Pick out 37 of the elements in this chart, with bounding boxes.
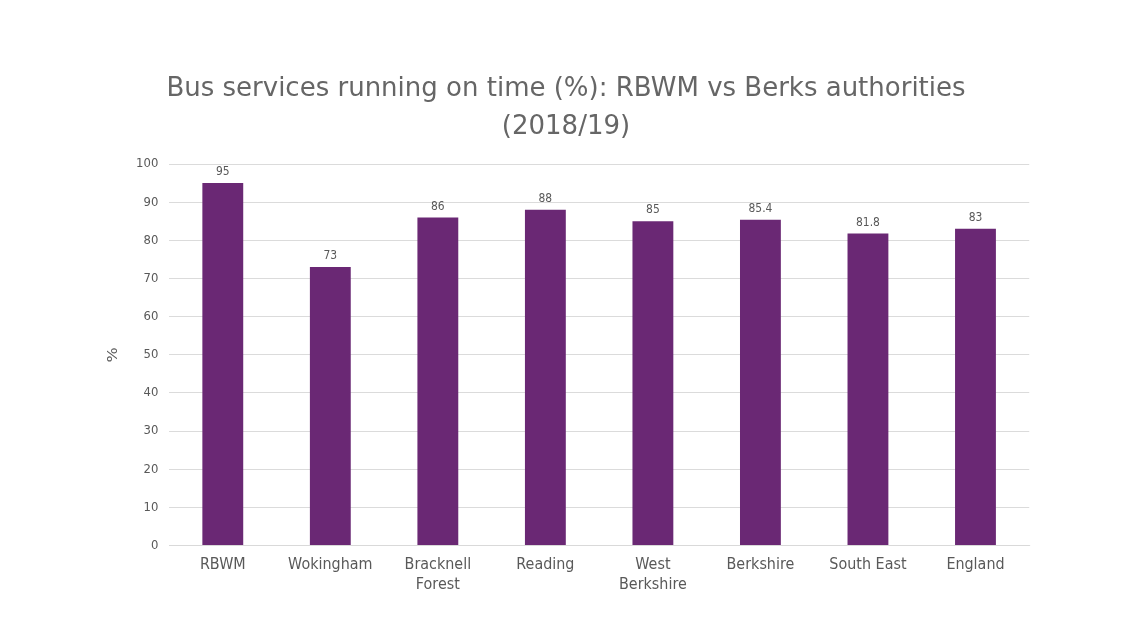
y-tick-label: 80 (143, 232, 159, 247)
y-tick-label: 30 (143, 422, 159, 438)
x-tick-label: South East (829, 554, 907, 574)
x-tick-label: Berkshire (726, 554, 795, 574)
data-label: 83 (968, 209, 983, 225)
bar (955, 228, 996, 546)
data-label: 73 (323, 247, 338, 263)
bar (309, 267, 351, 546)
x-tick-label: West Berkshire (619, 554, 687, 593)
y-tick-label: 70 (143, 270, 159, 286)
y-tick-label: 10 (143, 499, 159, 514)
y-tick-label: 50 (143, 346, 159, 362)
data-label: 85 (646, 201, 660, 217)
bar (524, 209, 566, 546)
bar (202, 183, 244, 546)
y-axis-title: % (103, 347, 121, 363)
data-label: 86 (431, 197, 445, 213)
y-tick-label: 60 (143, 308, 159, 324)
bar (847, 233, 889, 546)
y-tick-label: 100 (136, 155, 159, 171)
bar (739, 219, 781, 546)
x-tick-label: Wokingham (288, 554, 373, 574)
y-tick-label: 90 (143, 193, 159, 209)
x-tick-label: Reading (516, 554, 575, 574)
chart-title: Bus services running on time (%): RBWM vs Berks authorities (2018/19) (165, 71, 967, 142)
data-label: 95 (215, 163, 230, 179)
data-label: 85.4 (748, 200, 773, 215)
x-tick-label: Bracknell Forest (404, 554, 472, 593)
data-label: 81.8 (856, 213, 880, 229)
y-tick-label: 20 (143, 461, 159, 476)
x-tick-label: England (946, 554, 1005, 574)
data-label: 88 (538, 190, 553, 206)
bar (632, 221, 674, 546)
x-tick-label: RBWM (199, 554, 246, 574)
y-tick-label: 0 (150, 537, 159, 553)
bar (417, 217, 459, 546)
y-tick-label: 40 (143, 384, 159, 400)
